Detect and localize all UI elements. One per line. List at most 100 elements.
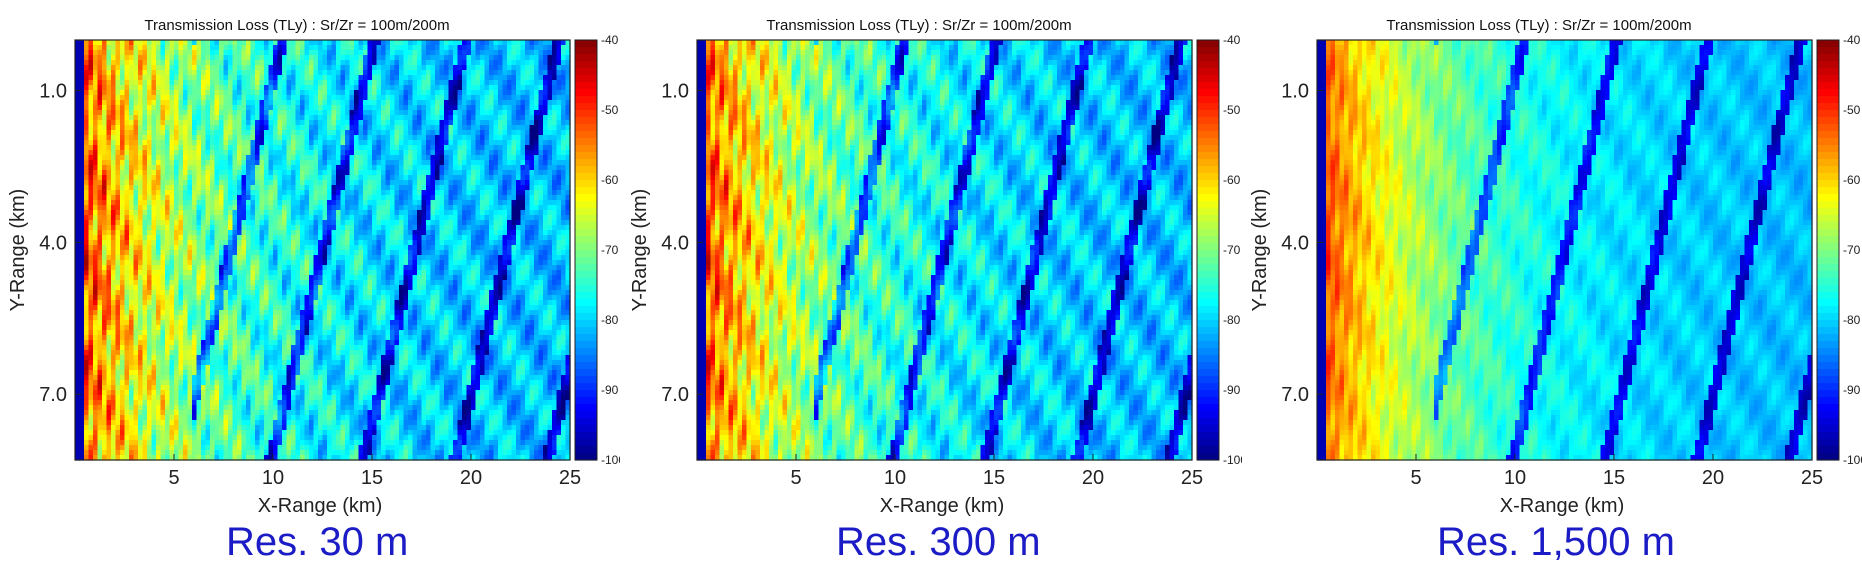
heatmap-cell [187,80,193,86]
heatmap-cell [327,260,333,266]
heatmap-cell [318,135,324,141]
heatmap-cell [151,310,157,316]
heatmap-cell [196,210,202,216]
heatmap-cell [93,305,99,311]
heatmap-cell [232,330,238,336]
heatmap-cell [106,205,112,211]
heatmap-cell [196,235,202,241]
heatmap-cell [318,120,324,126]
heatmap-cell [201,100,207,106]
heatmap-cell [250,425,256,431]
heatmap-cell [120,380,126,386]
heatmap-cell [304,310,310,316]
heatmap-cell [196,105,202,111]
heatmap-cell [84,270,90,276]
heatmap-cell [223,360,229,366]
heatmap-cell [196,340,202,346]
heatmap-cell [210,350,216,356]
heatmap-cell [214,270,220,276]
heatmap-cell [300,225,306,231]
heatmap-cell [88,60,94,66]
heatmap-cell [178,440,184,446]
heatmap-cell [286,340,292,346]
heatmap-cell [219,400,225,406]
heatmap-cell [165,170,171,176]
heatmap-cell [300,190,306,196]
heatmap-cell [79,435,85,441]
heatmap-cell [79,110,85,116]
heatmap-cell [196,285,202,291]
heatmap-cell [309,390,315,396]
heatmap-cell [93,165,99,171]
heatmap-cell [241,450,247,456]
heatmap-cell [133,95,139,101]
heatmap-cell [111,340,117,346]
heatmap-cell [142,75,148,81]
heatmap-cell [187,55,193,61]
heatmap-cell [295,375,301,381]
heatmap-cell [259,250,265,256]
heatmap-cell [142,185,148,191]
heatmap-cell [169,425,175,431]
heatmap-cell [174,295,180,301]
heatmap-cell [142,455,148,461]
heatmap-cell [223,185,229,191]
heatmap-cell [232,95,238,101]
heatmap-cell [264,320,270,326]
heatmap-cell [264,135,270,141]
heatmap-cell [309,135,315,141]
heatmap-cell [75,375,81,381]
heatmap-cell [318,340,324,346]
heatmap-cell [331,155,337,161]
heatmap-cell [142,320,148,326]
heatmap-cell [309,275,315,281]
heatmap-cell [183,70,189,76]
heatmap-cell [178,100,184,106]
heatmap-cell [97,190,103,196]
heatmap-cell [241,255,247,261]
heatmap-cell [291,80,297,86]
heatmap-cell [205,360,211,366]
heatmap-cell [183,145,189,151]
heatmap-cell [84,360,90,366]
heatmap-cell [255,260,261,266]
heatmap-cell [138,360,144,366]
heatmap-cell [273,265,279,271]
heatmap-cell [255,440,261,446]
heatmap-cell [88,235,94,241]
heatmap-cell [237,125,243,131]
heatmap-cell [147,280,153,286]
heatmap-cell [165,125,171,131]
heatmap-cell [273,255,279,261]
heatmap-cell [282,165,288,171]
heatmap-cell [147,65,153,71]
heatmap-cell [84,75,90,81]
heatmap-cell [124,75,130,81]
heatmap-cell [192,355,198,361]
heatmap-cell [205,410,211,416]
heatmap-cell [205,290,211,296]
heatmap-cell [84,290,90,296]
heatmap-cell [79,395,85,401]
heatmap-cell [84,45,90,51]
heatmap-cell [219,95,225,101]
heatmap-cell [322,325,328,331]
heatmap-cell [210,320,216,326]
heatmap-cell [111,130,117,136]
heatmap-cell [142,295,148,301]
heatmap-cell [84,305,90,311]
heatmap-cell [264,225,270,231]
heatmap-cell [97,370,103,376]
heatmap-cell [219,45,225,51]
heatmap-cell [187,440,193,446]
heatmap-cell [259,105,265,111]
heatmap-cell [309,225,315,231]
heatmap-cell [196,140,202,146]
heatmap-cell [309,325,315,331]
heatmap-cell [75,400,81,406]
heatmap-cell [286,375,292,381]
heatmap-cell [133,255,139,261]
heatmap-cell [340,140,346,146]
heatmap-cell [309,230,315,236]
heatmap-cell [232,55,238,61]
